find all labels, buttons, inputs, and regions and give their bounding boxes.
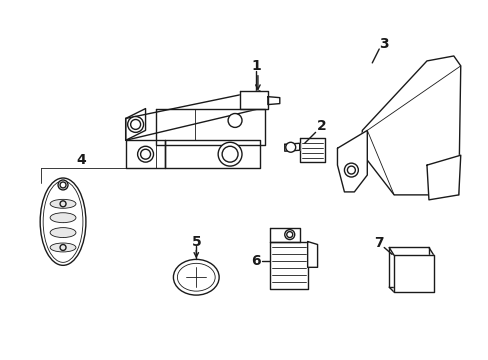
Text: 1: 1 [250, 59, 260, 73]
Ellipse shape [50, 199, 76, 208]
Ellipse shape [173, 260, 219, 295]
Polygon shape [337, 130, 366, 192]
Text: 6: 6 [251, 255, 260, 268]
Polygon shape [267, 96, 279, 105]
Circle shape [58, 180, 68, 190]
Ellipse shape [50, 228, 76, 238]
Polygon shape [299, 138, 324, 162]
Circle shape [222, 146, 238, 162]
Circle shape [285, 142, 295, 152]
Ellipse shape [50, 213, 76, 223]
Ellipse shape [50, 243, 76, 252]
Circle shape [130, 120, 141, 129]
Text: 7: 7 [374, 235, 383, 249]
Polygon shape [361, 56, 460, 195]
Text: 2: 2 [316, 120, 326, 134]
Polygon shape [125, 91, 260, 140]
Polygon shape [269, 242, 307, 289]
Circle shape [141, 149, 150, 159]
Circle shape [218, 142, 242, 166]
Polygon shape [155, 109, 264, 145]
Circle shape [137, 146, 153, 162]
Circle shape [346, 166, 355, 174]
Text: 4: 4 [76, 153, 85, 167]
Text: 3: 3 [379, 37, 388, 51]
Polygon shape [125, 140, 165, 168]
Circle shape [344, 163, 358, 177]
Polygon shape [426, 155, 460, 200]
Polygon shape [240, 91, 267, 109]
Circle shape [127, 117, 143, 132]
Ellipse shape [40, 178, 86, 265]
Polygon shape [165, 140, 260, 168]
Polygon shape [388, 247, 428, 287]
Text: 5: 5 [191, 234, 201, 248]
Polygon shape [284, 143, 299, 151]
Polygon shape [269, 228, 299, 242]
Polygon shape [125, 109, 145, 140]
Polygon shape [393, 255, 433, 292]
Circle shape [284, 230, 294, 239]
Circle shape [227, 113, 242, 127]
Polygon shape [307, 242, 317, 267]
